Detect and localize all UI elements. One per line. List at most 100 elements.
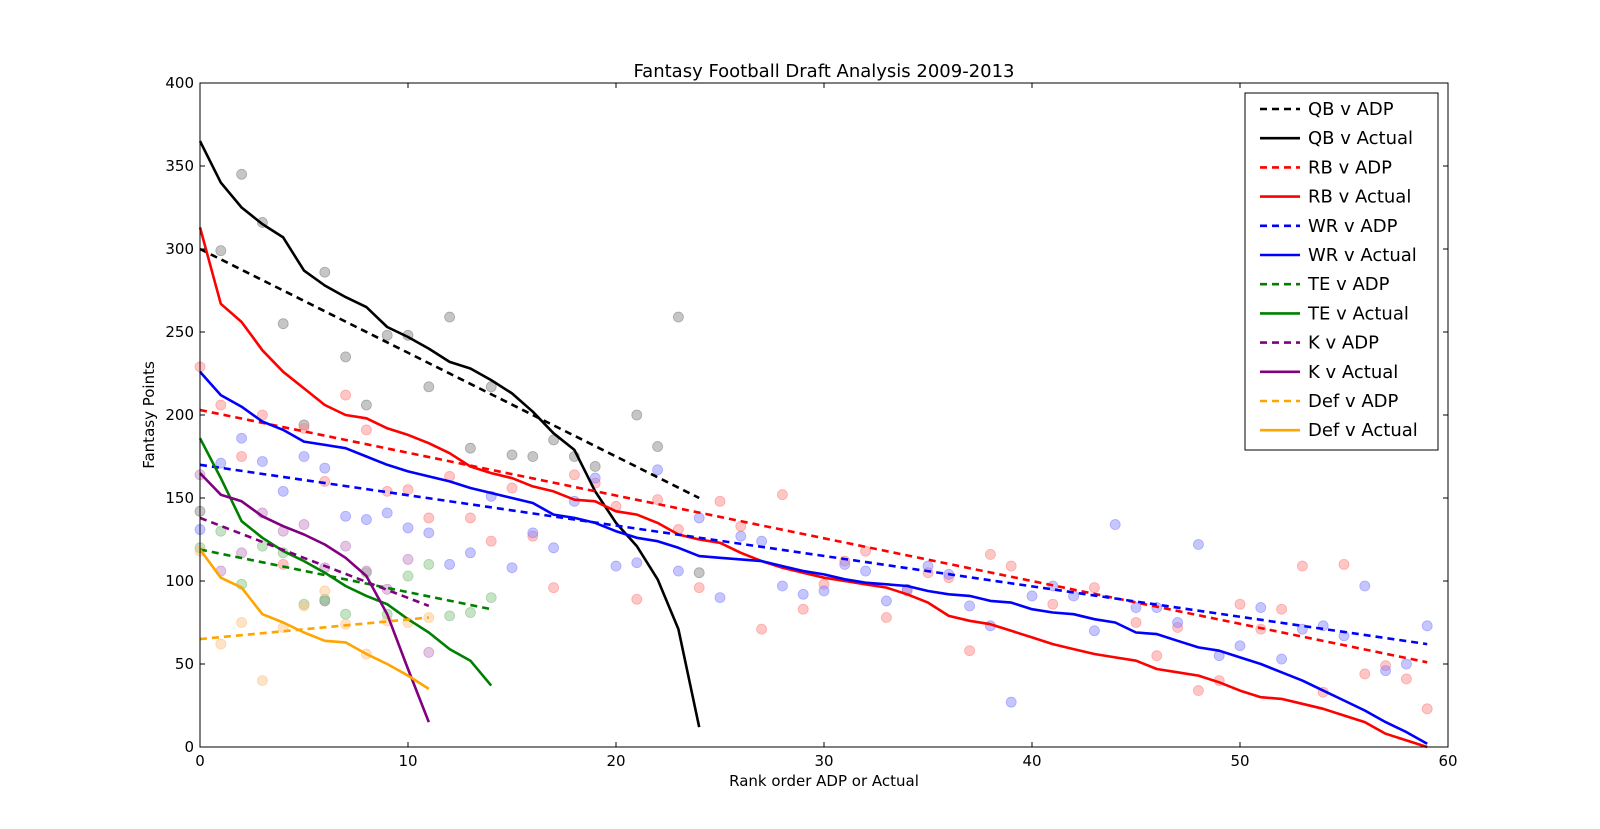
legend: QB v ADP QB v Actual RB v ADP RB v Actual WR… — [1244, 92, 1439, 451]
series-line-te-v-actual — [198, 437, 493, 687]
series-line-wr-v-actual — [199, 370, 1428, 745]
x-tick-label-60: 60 — [1438, 752, 1457, 770]
scatter-point-1-49 — [1276, 603, 1287, 615]
scatter-point-4-7 — [340, 540, 352, 552]
scatter-point-2-47 — [1172, 617, 1183, 628]
y-tick-label-200: 200 — [165, 406, 194, 424]
y-tick-label-50: 50 — [175, 655, 194, 673]
scatter-point-2-11 — [423, 527, 435, 539]
legend-label-qb-v-actual: QB v Actual — [1308, 128, 1413, 149]
scatter-point-1-55 — [1401, 673, 1412, 685]
scatter-point-1-1 — [215, 399, 227, 411]
scatter-point-2-25 — [714, 592, 726, 603]
legend-label-te-v-actual: TE v Actual — [1307, 303, 1409, 324]
y-tick-label-300: 300 — [165, 240, 194, 258]
scatter-point-3-13 — [464, 607, 476, 618]
scatter-point-1-39 — [1005, 560, 1017, 572]
scatter-point-4-10 — [402, 554, 414, 565]
scatter-point-4-5 — [298, 519, 310, 530]
scatter-point-1-38 — [985, 549, 996, 560]
scatter-point-1-11 — [423, 512, 435, 524]
scatter-point-2-19 — [589, 472, 601, 484]
legend-label-wr-v-adp: WR v ADP — [1308, 216, 1398, 237]
scatter-point-2-15 — [506, 562, 518, 574]
scatter-point-3-12 — [444, 610, 456, 622]
scatter-point-2-59 — [1421, 620, 1433, 632]
scatter-point-2-51 — [1255, 602, 1267, 613]
scatter-point-2-57 — [1380, 665, 1391, 677]
scatter-point-1-37 — [964, 645, 975, 657]
y-tick-label-250: 250 — [165, 323, 194, 341]
scatter-point-3-6 — [319, 593, 331, 605]
scatter-point-1-8 — [360, 424, 372, 436]
series-layer — [198, 140, 1428, 749]
legend-label-def-v-adp: Def v ADP — [1308, 391, 1399, 412]
scatter-point-2-17 — [548, 542, 559, 554]
scatter-point-0-24 — [693, 567, 705, 579]
x-tick-label-10: 10 — [398, 752, 417, 770]
scatter-point-0-10 — [381, 329, 393, 341]
scatter-point-2-6 — [319, 462, 331, 474]
scatter-point-0-14 — [464, 442, 476, 454]
scatter-point-2-12 — [444, 559, 456, 570]
scatter-point-2-7 — [340, 510, 352, 522]
scatter-point-1-53 — [1359, 668, 1371, 680]
scatter-point-1-28 — [777, 489, 788, 501]
scatter-point-2-8 — [360, 514, 372, 525]
scatter-point-2-13 — [464, 547, 476, 559]
scatter-point-1-15 — [506, 482, 518, 494]
scatter-point-1-25 — [714, 495, 726, 507]
scatter-point-1-27 — [756, 623, 767, 635]
scatter-point-2-27 — [756, 535, 767, 547]
scatter-point-1-47 — [1234, 598, 1246, 610]
scatter-point-3-14 — [485, 592, 497, 603]
scatter-point-4-11 — [423, 646, 435, 658]
scatter-point-1-10 — [402, 484, 414, 496]
legend-label-k-v-actual: K v Actual — [1308, 362, 1398, 383]
scatter-point-2-28 — [777, 580, 788, 592]
scatter-point-0-4 — [277, 318, 289, 330]
scatter-point-2-37 — [964, 600, 975, 612]
scatter-point-3-11 — [423, 559, 435, 570]
series-line-rb-v-actual — [198, 227, 1428, 749]
scatter-point-0-21 — [631, 409, 643, 421]
legend-label-wr-v-actual: WR v Actual — [1308, 245, 1417, 266]
scatter-point-1-43 — [1151, 650, 1163, 662]
scatter-point-0-6 — [319, 266, 331, 278]
scatter-point-2-56 — [1359, 580, 1371, 592]
scatter-point-2-29 — [797, 588, 809, 600]
series-line-rb-v-adp — [199, 408, 1428, 664]
scatter-point-2-10 — [402, 522, 414, 534]
scatter-point-2-4 — [277, 485, 289, 497]
series-line-te-v-adp — [199, 548, 492, 611]
scatter-point-2-45 — [1130, 602, 1142, 613]
y-tick-label-0: 0 — [184, 738, 194, 756]
scatter-point-2-23 — [673, 565, 684, 577]
scatter-point-1-13 — [464, 512, 476, 524]
scatter-point-2-21 — [631, 557, 643, 569]
scatter-point-1-17 — [548, 582, 559, 594]
scatter-point-0-8 — [340, 351, 352, 363]
scatter-point-0-23 — [673, 311, 684, 323]
scatter-point-5-5 — [298, 600, 310, 612]
series-line-def-v-adp — [199, 616, 429, 641]
scatter-point-5-3 — [256, 675, 268, 686]
scatter-point-1-16 — [527, 530, 539, 542]
scatter-point-1-33 — [881, 612, 892, 623]
scatter-point-1-29 — [797, 603, 809, 615]
scatter-point-1-32 — [860, 545, 871, 557]
y-tick-label-100: 100 — [165, 572, 194, 590]
scatter-point-2-24 — [693, 512, 705, 524]
scatter-point-2-31 — [839, 559, 851, 570]
scatter-point-1-18 — [569, 469, 580, 481]
scatter-point-0-15 — [485, 381, 497, 393]
scatter-point-2-50 — [1234, 640, 1246, 652]
chart-title: Fantasy Football Draft Analysis 2009-201… — [633, 61, 1014, 82]
legend-box — [1244, 92, 1439, 451]
scatter-point-2-44 — [1109, 519, 1121, 530]
scatter-point-2-39 — [1005, 696, 1017, 708]
scatter-point-3-3 — [256, 540, 268, 552]
scatter-point-2-20 — [610, 560, 622, 572]
scatter-point-1-45 — [1193, 685, 1204, 696]
